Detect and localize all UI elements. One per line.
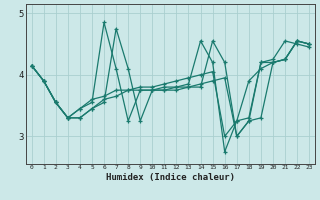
X-axis label: Humidex (Indice chaleur): Humidex (Indice chaleur)	[106, 173, 235, 182]
